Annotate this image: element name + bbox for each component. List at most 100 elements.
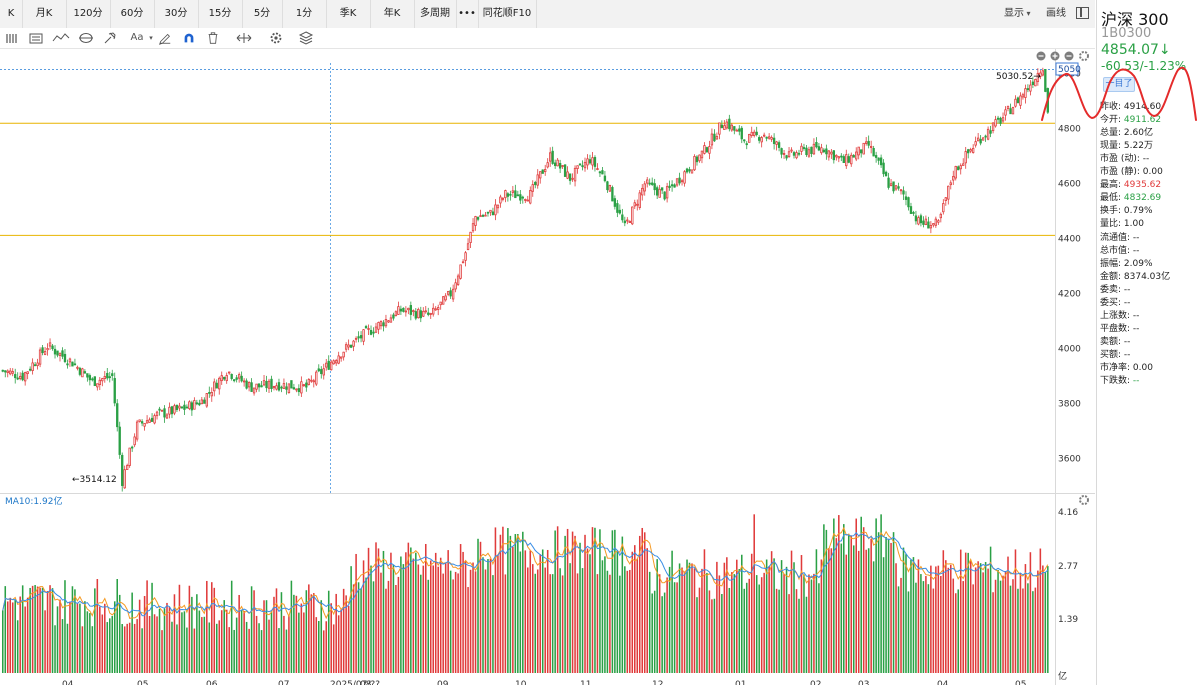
- candle-body: [745, 143, 748, 146]
- volume-bar: [698, 587, 701, 673]
- candle-body: [275, 385, 278, 390]
- volume-bar: [308, 584, 310, 673]
- candle-body: [113, 378, 116, 404]
- candle-body: [999, 117, 1002, 124]
- volume-bar: [345, 595, 347, 673]
- more-tabs-button[interactable]: •••: [456, 0, 479, 28]
- panel-toggle-icon[interactable]: [1076, 7, 1089, 19]
- list-icon[interactable]: [28, 29, 44, 47]
- text-icon[interactable]: Aa: [130, 32, 144, 43]
- candle-body: [651, 182, 654, 185]
- candle-body: [907, 197, 910, 208]
- volume-bar: [305, 590, 308, 673]
- cycle-icon[interactable]: [78, 29, 94, 47]
- tab-day-k[interactable]: K: [0, 0, 23, 28]
- volume-bar: [984, 562, 987, 673]
- candle-body: [307, 379, 310, 385]
- volume-bar: [79, 603, 81, 673]
- candle-body: [832, 150, 836, 161]
- candle-body: [135, 421, 139, 440]
- layers-icon[interactable]: [298, 29, 314, 47]
- candle-body: [297, 388, 301, 393]
- quote-label: 金额:: [1100, 271, 1122, 282]
- volume-bar: [412, 558, 415, 673]
- candle-body: [332, 360, 335, 365]
- bars-icon[interactable]: [4, 29, 20, 47]
- candle-body: [476, 217, 480, 220]
- volume-bar: [71, 586, 74, 673]
- volume-bar: [104, 603, 106, 673]
- candle-body: [526, 199, 529, 202]
- candle-body: [163, 408, 166, 418]
- volume-bar: [280, 592, 283, 673]
- tab-120min[interactable]: 120分: [66, 0, 111, 28]
- candle-body: [19, 375, 22, 380]
- pen-icon[interactable]: [158, 29, 172, 47]
- candle-body: [606, 181, 609, 191]
- candle-body: [939, 213, 942, 219]
- volume-bar: [517, 533, 519, 673]
- tab-30min[interactable]: 30分: [154, 0, 199, 28]
- volume-bar: [711, 599, 713, 673]
- volume-bar: [619, 575, 621, 673]
- volume-bar: [44, 610, 46, 673]
- candle-body: [145, 420, 149, 424]
- tab-year-k[interactable]: 年K: [370, 0, 415, 28]
- magnet-icon[interactable]: [182, 29, 196, 47]
- candle-body: [596, 168, 599, 170]
- candle-body: [1011, 107, 1015, 115]
- volume-bar: [768, 566, 770, 673]
- volume-bar: [755, 575, 758, 673]
- candle-body: [479, 215, 482, 218]
- volume-settings-icon[interactable]: [1079, 495, 1089, 505]
- chart-settings-icon[interactable]: [1079, 51, 1089, 61]
- volume-bar: [736, 559, 738, 673]
- tab-1min[interactable]: 1分: [282, 0, 327, 28]
- candle-body: [894, 185, 898, 190]
- volume-bar: [203, 616, 206, 673]
- ma-label: MA10:1.92亿: [5, 495, 62, 507]
- volume-bar: [708, 590, 711, 673]
- candle-body: [685, 168, 689, 173]
- tab-quarter-k[interactable]: 季K: [326, 0, 371, 28]
- candle-body: [499, 196, 502, 204]
- volume-bar: [982, 572, 984, 673]
- candle-body: [626, 219, 629, 222]
- tab-multi-period[interactable]: 多周期: [414, 0, 457, 28]
- volume-bar: [1022, 588, 1024, 673]
- candle-body: [339, 356, 343, 359]
- volume-bar: [352, 584, 355, 673]
- trash-icon[interactable]: [206, 29, 220, 47]
- text-tool-chevron-icon[interactable]: ▾: [149, 34, 153, 42]
- tab-month-k[interactable]: 月K: [22, 0, 67, 28]
- price-chart[interactable]: 5030.52→←3514.12 50004800460044004200400…: [0, 49, 1095, 493]
- candle-body: [897, 186, 900, 189]
- candle-body: [573, 167, 577, 182]
- candle-body: [474, 216, 477, 226]
- candle-body: [200, 399, 203, 405]
- display-menu-button[interactable]: 显示 ▾: [1004, 0, 1031, 28]
- hammer-icon[interactable]: [102, 29, 118, 47]
- candle-body: [287, 383, 291, 393]
- arrows-icon[interactable]: [236, 29, 252, 47]
- volume-bar: [136, 619, 138, 673]
- volume-chart[interactable]: MA10:1.92亿 4.16 2.77 1.39 亿 04 05 06 07 2025/07…: [0, 493, 1095, 685]
- candle-body: [439, 301, 442, 306]
- tab-5min[interactable]: 5分: [242, 0, 283, 28]
- candle-body: [892, 181, 895, 192]
- trend-icon[interactable]: [52, 29, 70, 47]
- tab-f10[interactable]: 同花顺F10: [478, 0, 537, 28]
- volume-bar: [41, 587, 44, 673]
- tab-15min[interactable]: 15分: [198, 0, 243, 28]
- candle-body: [123, 469, 126, 489]
- volume-bar: [118, 594, 121, 673]
- current-price-tag-label: 5050: [1058, 65, 1081, 75]
- draw-line-button[interactable]: 画线: [1046, 8, 1066, 19]
- gear-icon[interactable]: [268, 29, 284, 47]
- volume-bar: [932, 588, 935, 673]
- volume-bar: [999, 580, 1002, 673]
- tab-60min[interactable]: 60分: [110, 0, 155, 28]
- volume-bar: [39, 587, 41, 673]
- candle-body: [718, 122, 721, 135]
